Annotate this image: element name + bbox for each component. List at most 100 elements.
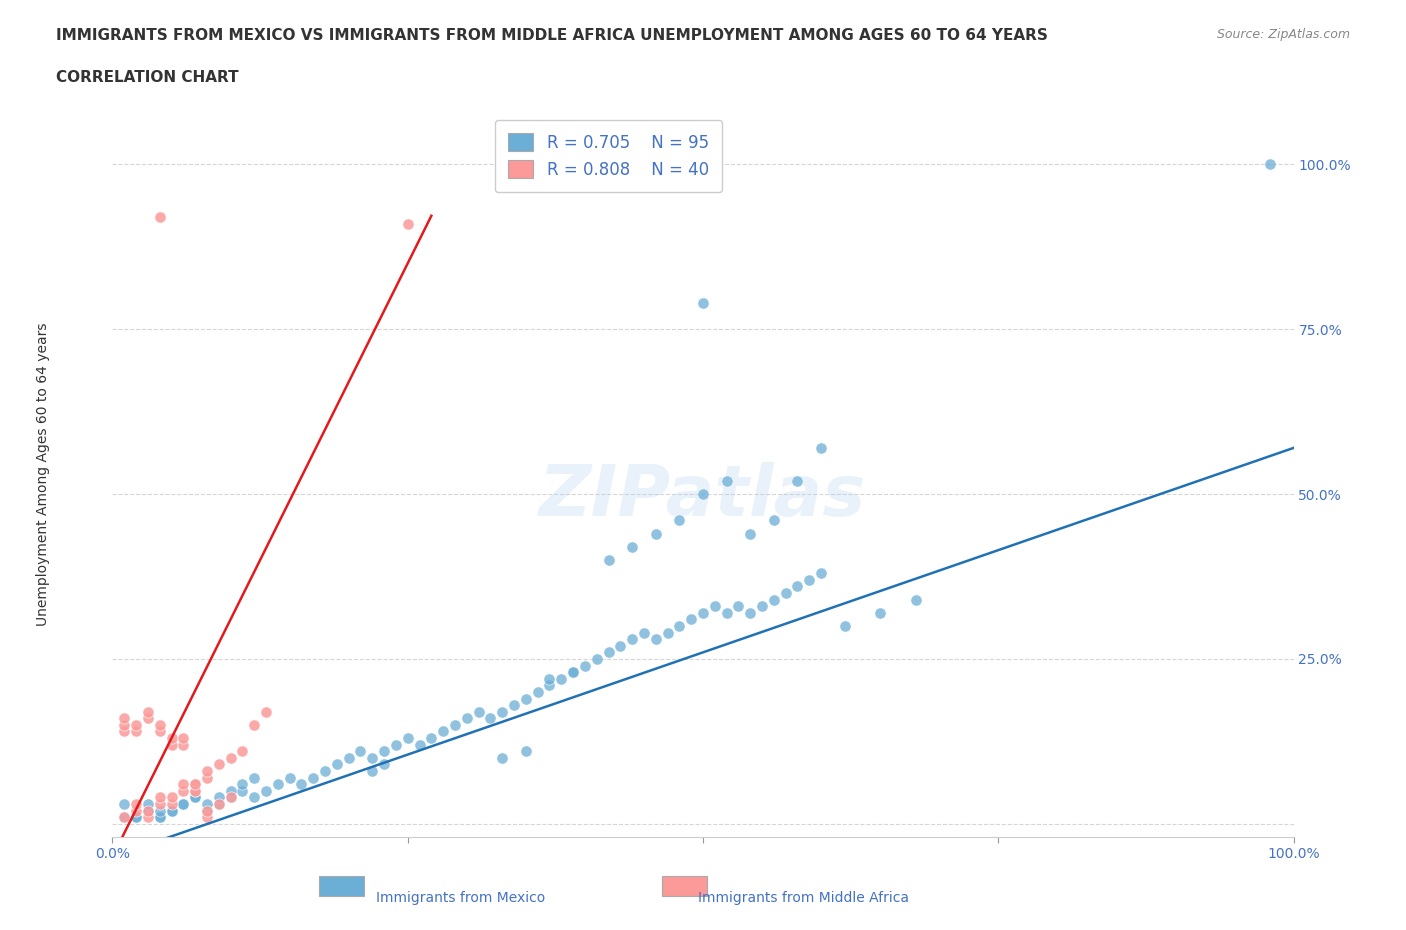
Point: [208, 790, 231, 804]
Point: [160, 731, 183, 746]
Point: [314, 764, 336, 778]
Point: [810, 565, 832, 580]
Point: [598, 552, 620, 567]
Point: [775, 586, 797, 601]
Point: [668, 618, 690, 633]
Point: [112, 810, 135, 825]
Bar: [662, 876, 707, 897]
Point: [184, 777, 207, 791]
Point: [538, 671, 561, 686]
Point: [254, 783, 277, 798]
Point: [716, 473, 738, 488]
Point: [172, 737, 194, 752]
Point: [503, 698, 526, 712]
Point: [136, 804, 159, 818]
Point: [904, 592, 927, 607]
Point: [385, 737, 408, 752]
Point: [574, 658, 596, 673]
Point: [195, 770, 218, 785]
Point: [125, 810, 148, 825]
Legend: R = 0.705    N = 95, R = 0.808    N = 40: R = 0.705 N = 95, R = 0.808 N = 40: [495, 120, 723, 193]
Point: [467, 704, 489, 719]
Text: ZIPatlas: ZIPatlas: [540, 461, 866, 530]
Point: [326, 757, 349, 772]
Point: [160, 790, 183, 804]
Point: [633, 625, 655, 640]
Point: [149, 797, 172, 812]
Point: [125, 724, 148, 739]
Point: [444, 717, 467, 732]
Point: [657, 625, 679, 640]
Point: [681, 612, 703, 627]
Point: [172, 797, 194, 812]
Point: [716, 605, 738, 620]
Point: [396, 217, 419, 232]
Point: [243, 770, 266, 785]
Point: [692, 605, 714, 620]
Point: [644, 526, 666, 541]
Point: [361, 764, 384, 778]
Point: [125, 797, 148, 812]
Text: Source: ZipAtlas.com: Source: ZipAtlas.com: [1216, 28, 1350, 41]
Point: [337, 751, 360, 765]
Point: [598, 644, 620, 659]
Bar: [319, 876, 364, 897]
Point: [136, 804, 159, 818]
Point: [799, 572, 821, 587]
Point: [373, 744, 395, 759]
Point: [160, 804, 183, 818]
Point: [195, 810, 218, 825]
Point: [219, 790, 242, 804]
Point: [432, 724, 454, 739]
Point: [692, 296, 714, 311]
Point: [740, 526, 762, 541]
Point: [149, 810, 172, 825]
Point: [562, 665, 585, 680]
Point: [195, 764, 218, 778]
Point: [254, 704, 277, 719]
Point: [479, 711, 502, 725]
Point: [184, 790, 207, 804]
Point: [112, 724, 135, 739]
Point: [396, 731, 419, 746]
Point: [526, 684, 548, 699]
Point: [195, 804, 218, 818]
Point: [172, 783, 194, 798]
Point: [112, 711, 135, 725]
Point: [762, 592, 785, 607]
Point: [149, 724, 172, 739]
Point: [136, 704, 159, 719]
Y-axis label: Unemployment Among Ages 60 to 64 years: Unemployment Among Ages 60 to 64 years: [37, 323, 51, 626]
Point: [195, 804, 218, 818]
Point: [621, 631, 644, 646]
Point: [762, 513, 785, 528]
Point: [550, 671, 572, 686]
Point: [408, 737, 430, 752]
Point: [149, 810, 172, 825]
Point: [1258, 157, 1281, 172]
Point: [231, 783, 253, 798]
Point: [172, 731, 194, 746]
Point: [810, 441, 832, 456]
Point: [172, 797, 194, 812]
Point: [243, 790, 266, 804]
Point: [644, 631, 666, 646]
Point: [136, 711, 159, 725]
Point: [125, 804, 148, 818]
Point: [834, 618, 856, 633]
Point: [740, 605, 762, 620]
Point: [208, 797, 231, 812]
Point: [786, 473, 808, 488]
Point: [219, 751, 242, 765]
Point: [231, 777, 253, 791]
Point: [491, 704, 513, 719]
Point: [420, 731, 443, 746]
Point: [361, 751, 384, 765]
Point: [136, 804, 159, 818]
Point: [149, 209, 172, 224]
Point: [373, 757, 395, 772]
Point: [703, 599, 725, 614]
Point: [149, 790, 172, 804]
Point: [160, 737, 183, 752]
Point: [562, 665, 585, 680]
